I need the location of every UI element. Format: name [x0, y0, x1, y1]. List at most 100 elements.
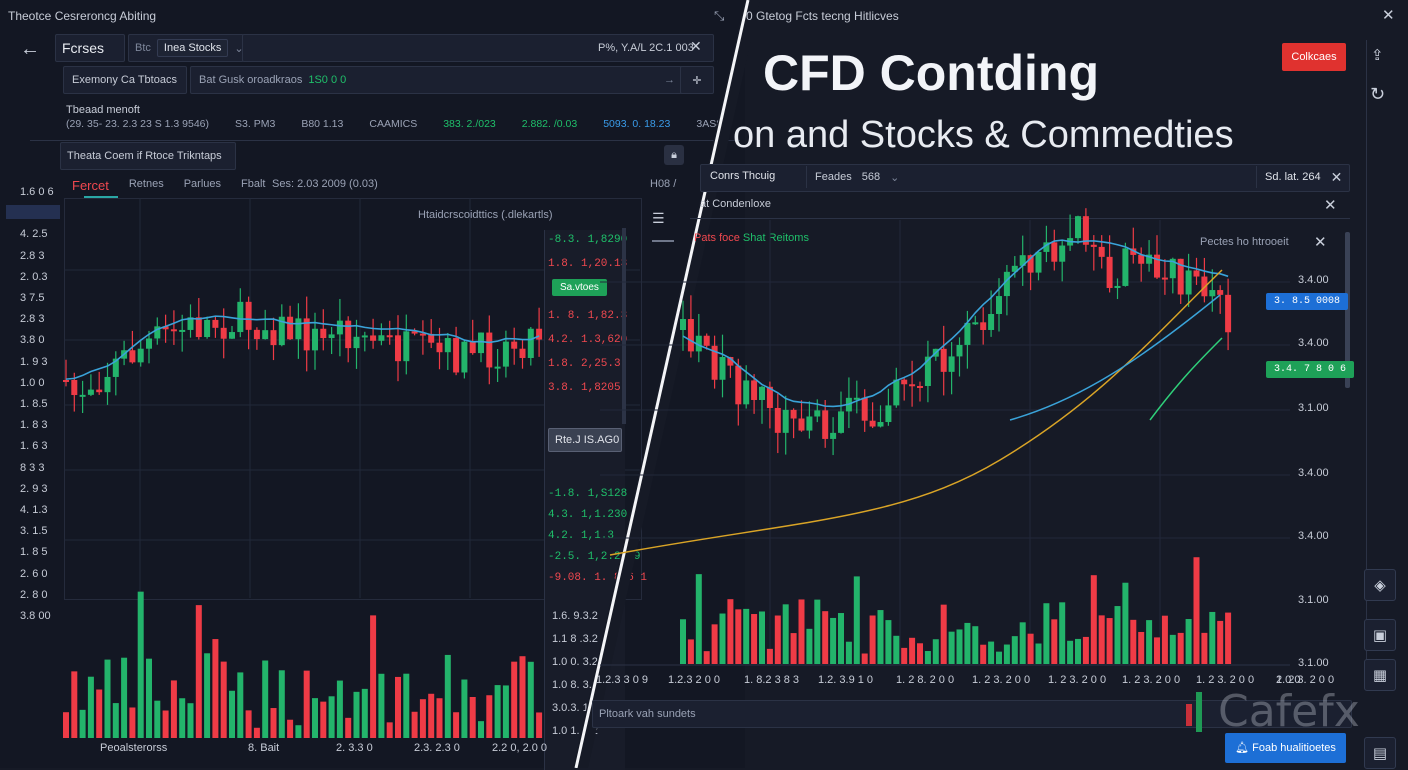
candle-body — [822, 410, 829, 439]
filter-chip[interactable]: Feades 568 ⌄ — [806, 166, 925, 188]
chart-tab-2[interactable]: Retnes — [128, 178, 164, 190]
volume-bar — [461, 679, 468, 738]
pin-icon[interactable]: ◈ — [1364, 569, 1396, 601]
volume-bar — [680, 619, 686, 664]
candle-body — [436, 342, 443, 353]
volume-bar — [1075, 638, 1081, 664]
instrument-tab[interactable]: Conrs Thcuig — [710, 170, 776, 182]
candle-body — [486, 332, 493, 368]
volume-bar — [853, 576, 860, 664]
close-icon[interactable]: ✕ — [1314, 234, 1327, 251]
instrument-bar — [700, 164, 1350, 192]
arrow-left-icon[interactable]: ← — [20, 38, 40, 60]
candle-body — [96, 389, 103, 393]
volume-bar — [378, 673, 385, 738]
volume-bar — [204, 653, 211, 738]
left-axis-tick: 1. 6 3 — [20, 440, 48, 453]
arrow-right-icon[interactable]: → — [664, 74, 675, 86]
symbol-field[interactable]: Fcrses — [55, 34, 125, 62]
candle-body — [1106, 256, 1113, 288]
price-ladder — [544, 230, 625, 770]
left-axis-tick: 3.8 00 — [20, 610, 51, 622]
volume-bar — [179, 698, 186, 738]
candle-body — [1169, 258, 1176, 279]
volume-bar — [96, 689, 103, 738]
dash-icon[interactable] — [652, 240, 674, 242]
candle-body — [743, 380, 750, 405]
candle-body — [87, 389, 94, 395]
account-selector[interactable]: Exemony Ca Tbtoacs — [63, 66, 187, 94]
volume-bar — [486, 695, 493, 738]
chart-tab-3[interactable]: Parlues — [183, 178, 221, 190]
volume-bar — [1217, 620, 1224, 664]
tag-icon[interactable]: ▣ — [1364, 619, 1396, 651]
volume-bar — [278, 670, 285, 738]
volume-bar — [245, 710, 252, 738]
grid-icon[interactable]: ▦ — [1364, 659, 1396, 691]
candle-body — [469, 341, 476, 354]
candle-body — [1225, 294, 1232, 333]
blue-price-tag: 3. 8.5 0008 — [1266, 293, 1349, 310]
candle-body — [262, 330, 269, 340]
scrollbar[interactable] — [1345, 232, 1350, 388]
candle-body — [411, 331, 418, 334]
list-icon[interactable]: ☰ — [652, 210, 665, 226]
candle-body — [1027, 255, 1034, 273]
candle-body — [353, 336, 360, 349]
chart-tab-1[interactable]: Fercet — [72, 178, 109, 193]
volume-bar — [940, 604, 947, 664]
close-icon[interactable]: ✕ — [1382, 7, 1395, 24]
close-icon[interactable]: ✕ — [1324, 197, 1337, 214]
volume-bar — [1051, 619, 1058, 664]
crosshair-icon[interactable]: ✛ — [680, 66, 714, 94]
candle-body — [996, 296, 1002, 314]
volume-bar — [1059, 602, 1066, 664]
moving-average-line — [682, 239, 1229, 408]
volume-bar — [1146, 620, 1153, 664]
share-icon[interactable]: ⇪ — [1371, 47, 1384, 64]
candle-body — [63, 380, 69, 382]
expand-icon[interactable]: ⤡ — [714, 8, 725, 23]
stocks-select[interactable]: Inea Stocks — [156, 39, 229, 57]
market-select[interactable]: Btc Inea Stocks ⌄ — [128, 34, 244, 62]
refresh-icon[interactable]: ↻ — [1370, 84, 1386, 104]
volume-bar — [295, 725, 302, 738]
place-order-button[interactable]: 🔔︎ Foab hualitioetes — [1225, 733, 1346, 763]
volume-bar — [63, 712, 69, 738]
volume-bar — [1161, 615, 1168, 664]
volume-bar — [822, 611, 829, 664]
search-input[interactable]: Bat Gusk oroadkraos — [199, 74, 303, 86]
left-axis-tick: 1.6 0 6 — [20, 186, 54, 198]
candle-body — [1082, 216, 1089, 245]
volume-bar — [1177, 632, 1184, 664]
search-input[interactable]: Pltoark vah sundets — [592, 700, 1352, 728]
search-bar[interactable]: Bat Gusk oroadkraos 1S0 0 0 → — [190, 66, 684, 94]
lock-icon[interactable]: 🔒︎ — [664, 145, 684, 165]
volume-bar — [948, 631, 955, 664]
tab-btc[interactable]: Btc — [135, 42, 151, 54]
quote-bar — [242, 34, 714, 62]
volume-bar — [428, 693, 435, 738]
volume-bar — [519, 656, 526, 738]
volume-bar — [104, 659, 111, 738]
price-chip[interactable]: Sd. lat. 264 ✕ — [1256, 166, 1357, 188]
close-icon[interactable]: ✕ — [690, 38, 702, 54]
volume-bar — [759, 611, 765, 664]
close-icon[interactable]: ✕ — [1330, 168, 1343, 185]
candle-body — [680, 319, 686, 330]
volume-bar — [703, 651, 710, 664]
candle-body — [1098, 246, 1105, 257]
left-axis-tick: 1. 9 3 — [20, 355, 48, 368]
left-axis-tick: 8 3 3 — [20, 461, 45, 474]
candle-body — [1161, 277, 1168, 280]
sub-tab[interactable]: at Condenloxe — [700, 198, 771, 210]
left-chart-area[interactable] — [64, 198, 642, 600]
calculator-icon[interactable]: ▤ — [1364, 737, 1396, 769]
chart-tab-4[interactable]: Fbalt — [241, 178, 266, 190]
candle-body — [287, 316, 294, 340]
volume-bar — [798, 599, 805, 664]
candle-body — [774, 407, 781, 433]
scrollbar[interactable] — [622, 228, 626, 424]
sign-in-button[interactable]: Colkcaes — [1282, 43, 1346, 71]
